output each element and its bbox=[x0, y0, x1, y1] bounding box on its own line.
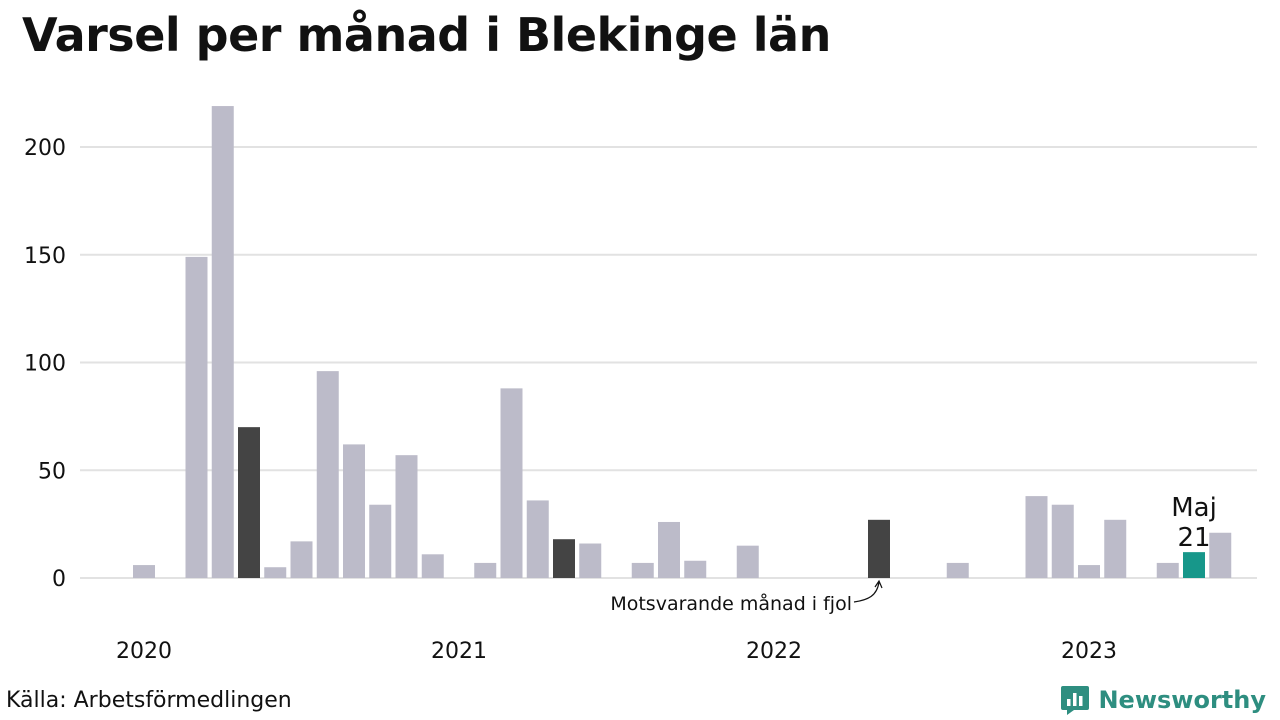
bar-2020-08 bbox=[316, 371, 339, 578]
bar-2021-12 bbox=[736, 545, 759, 578]
bar-2021-05 bbox=[553, 539, 575, 578]
bar-2023-04 bbox=[1156, 562, 1179, 578]
bar-2022-12 bbox=[1051, 504, 1074, 578]
x-tick-label: 2021 bbox=[431, 639, 487, 664]
bar-2020-07 bbox=[290, 541, 313, 578]
x-tick-label: 2022 bbox=[746, 639, 802, 664]
previous-year-arrow bbox=[853, 579, 883, 603]
annotations: Maj 21 Motsvarande månad i fjol bbox=[610, 493, 1216, 615]
bar-2021-06 bbox=[579, 543, 602, 578]
current-value-label: 21 bbox=[1177, 523, 1210, 553]
bar-2023-02 bbox=[1104, 519, 1127, 578]
bar-2020-01 bbox=[133, 565, 155, 578]
bar-2021-10 bbox=[684, 560, 707, 578]
chart-title: Varsel per månad i Blekinge län bbox=[22, 8, 831, 62]
bar-2020-03 bbox=[185, 256, 208, 578]
bar-chart: 0 50 100 150 200 2020 2021 2022 2023 Maj 21 Mot… bbox=[24, 106, 1257, 664]
bar-2020-11 bbox=[395, 455, 418, 578]
bar-2022-05 bbox=[868, 519, 890, 578]
bar-2022-08 bbox=[946, 562, 969, 578]
x-tick-label: 2023 bbox=[1061, 639, 1117, 664]
bar-2023-05 bbox=[1183, 552, 1205, 578]
bars bbox=[133, 106, 1232, 579]
y-axis-labels: 0 50 100 150 200 bbox=[24, 136, 66, 592]
y-tick-label: 150 bbox=[24, 244, 66, 269]
bar-2020-09 bbox=[343, 444, 365, 578]
bar-2020-05 bbox=[238, 427, 260, 578]
y-tick-label: 100 bbox=[24, 352, 66, 377]
bar-2020-04 bbox=[211, 106, 234, 579]
bar-2022-11 bbox=[1025, 496, 1048, 578]
bar-2020-10 bbox=[369, 504, 392, 578]
bar-2021-08 bbox=[631, 562, 654, 578]
brand-logo[interactable]: Newsworthy bbox=[1060, 684, 1266, 716]
current-month-label: Maj bbox=[1171, 493, 1217, 523]
bar-2021-03 bbox=[500, 388, 523, 578]
source-note: Källa: Arbetsförmedlingen bbox=[6, 688, 292, 713]
bar-undefined bbox=[1209, 532, 1232, 578]
x-axis-labels: 2020 2021 2022 2023 bbox=[116, 639, 1117, 664]
y-tick-label: 50 bbox=[38, 459, 66, 484]
bar-2020-12 bbox=[421, 554, 444, 578]
bar-2021-09 bbox=[658, 521, 680, 578]
newsworthy-logo-icon bbox=[1061, 686, 1090, 715]
brand-name: Newsworthy bbox=[1098, 686, 1266, 714]
y-tick-label: 200 bbox=[24, 136, 66, 161]
previous-year-note: Motsvarande månad i fjol bbox=[610, 592, 852, 615]
bar-2021-02 bbox=[474, 562, 497, 578]
bar-2021-04 bbox=[526, 500, 549, 578]
bar-2020-06 bbox=[264, 567, 287, 578]
bar-2023-01 bbox=[1078, 565, 1100, 578]
y-tick-label: 0 bbox=[52, 567, 66, 592]
x-tick-label: 2020 bbox=[116, 639, 172, 664]
